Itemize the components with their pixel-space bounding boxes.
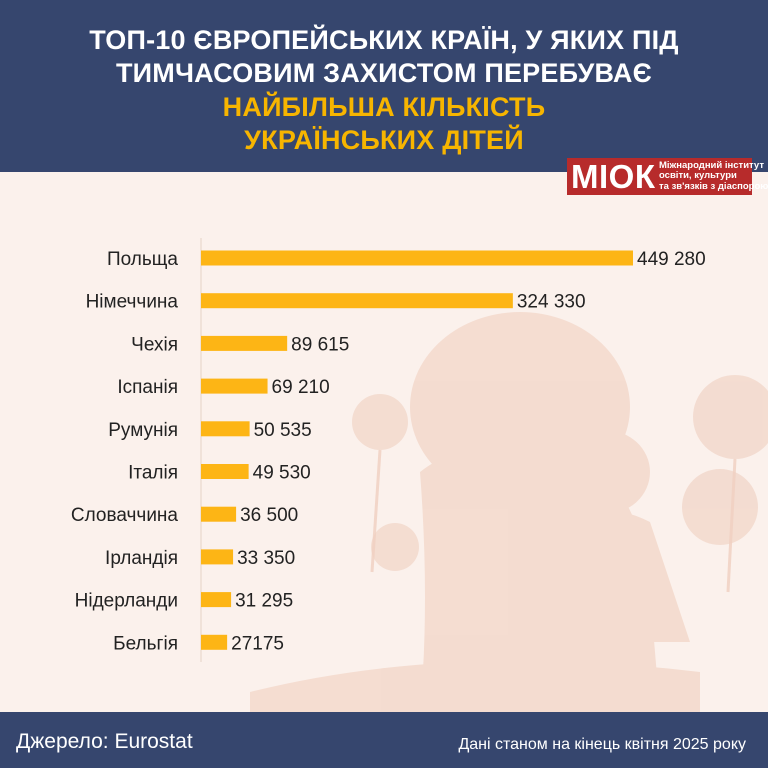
bar bbox=[201, 506, 237, 522]
category-label: Німеччина bbox=[86, 292, 179, 313]
logo-text-line-2: освіти, культури bbox=[659, 170, 737, 182]
category-label: Ірландія bbox=[105, 548, 178, 569]
category-label: Італія bbox=[128, 463, 178, 484]
bar bbox=[201, 293, 513, 309]
footer-banner bbox=[0, 712, 768, 768]
value-label: 324 330 bbox=[517, 292, 586, 313]
flower-stem bbox=[726, 458, 737, 593]
source-label: Джерело: Eurostat bbox=[16, 730, 193, 753]
logo-text-line-1: Міжнародний інститут bbox=[659, 159, 764, 171]
bar bbox=[201, 250, 633, 266]
flower-shape bbox=[693, 375, 768, 459]
bar bbox=[201, 421, 250, 437]
title-line-3: НАЙБІЛЬША КІЛЬКІСТЬ bbox=[222, 92, 546, 122]
value-label: 27175 bbox=[231, 633, 284, 654]
value-label: 36 500 bbox=[240, 505, 298, 526]
category-label: Нідерланди bbox=[75, 591, 178, 612]
flower-shape bbox=[352, 394, 408, 450]
bar bbox=[201, 634, 228, 650]
value-label: 449 280 bbox=[637, 249, 706, 270]
title-line-1: ТОП-10 ЄВРОПЕЙСЬКИХ КРАЇН, У ЯКИХ ПІД bbox=[89, 25, 679, 55]
logo-text-line-3: та зв'язків з діаспорою bbox=[659, 180, 768, 192]
header-banner: ТОП-10 ЄВРОПЕЙСЬКИХ КРАЇН, У ЯКИХ ПІД ТИ… bbox=[0, 0, 768, 172]
child-head-shape bbox=[560, 430, 650, 514]
value-label: 50 535 bbox=[254, 420, 312, 441]
bar bbox=[201, 464, 249, 479]
bar bbox=[201, 335, 288, 351]
flower-stem bbox=[370, 449, 382, 573]
value-label: 89 615 bbox=[291, 334, 349, 355]
bar bbox=[201, 378, 268, 394]
flower-shape bbox=[682, 469, 758, 545]
date-note: Дані станом на кінець квітня 2025 року bbox=[458, 736, 746, 753]
category-label: Словаччина bbox=[71, 505, 179, 526]
logo-mark: МІОК bbox=[571, 158, 656, 195]
background-illustration bbox=[250, 312, 768, 712]
child-body-shape bbox=[570, 508, 690, 642]
bar bbox=[201, 592, 232, 608]
title-line-2: ТИМЧАСОВИМ ЗАХИСТОМ ПЕРЕБУВАЄ bbox=[115, 58, 652, 88]
miok-logo: МІОК Міжнародний інститут освіти, культу… bbox=[567, 158, 768, 195]
category-label: Чехія bbox=[131, 334, 178, 355]
bar bbox=[201, 549, 234, 565]
ground-shape bbox=[250, 660, 700, 712]
category-label: Іспанія bbox=[117, 377, 178, 398]
value-label: 31 295 bbox=[235, 591, 293, 612]
logo-text: Міжнародний інститут освіти, культури та… bbox=[659, 159, 768, 193]
value-label: 33 350 bbox=[237, 548, 295, 569]
value-label: 49 530 bbox=[253, 463, 311, 484]
flower-shape bbox=[371, 523, 419, 571]
category-label: Польща bbox=[107, 249, 178, 270]
category-label: Румунія bbox=[108, 420, 178, 441]
category-label: Бельгія bbox=[113, 633, 178, 654]
value-label: 69 210 bbox=[272, 377, 330, 398]
title-line-4: УКРАЇНСЬКИХ ДІТЕЙ bbox=[244, 125, 524, 155]
